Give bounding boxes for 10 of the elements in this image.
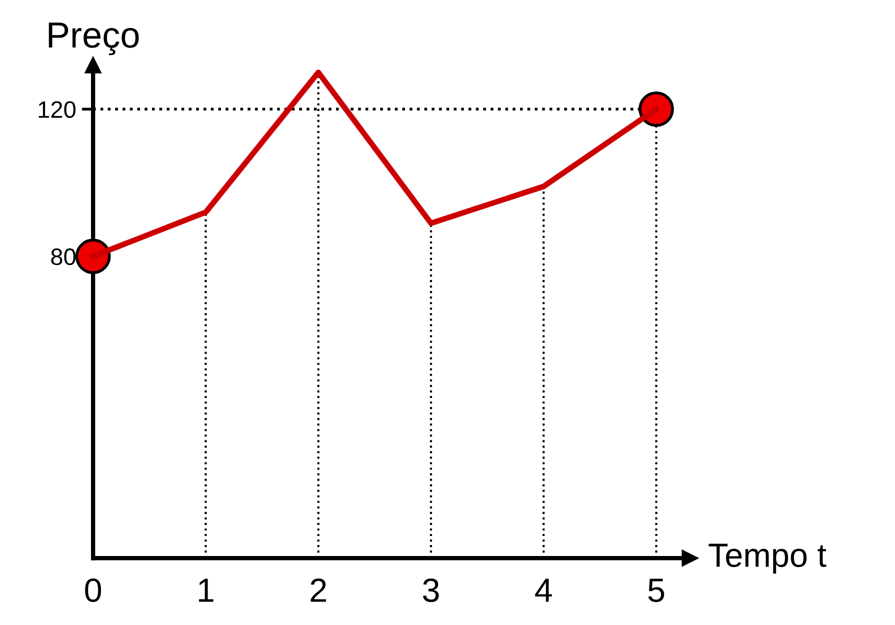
y-tick-label: 120 — [38, 101, 76, 118]
y-tick-label: 80 — [51, 248, 76, 266]
x-tick-label: 1 — [198, 578, 214, 602]
x-tick-label: 3 — [422, 578, 439, 602]
x-tick-label: 5 — [648, 578, 664, 602]
y-axis-title: Preço — [48, 22, 139, 56]
x-tick-label: 0 — [85, 578, 102, 602]
x-axis-title: Tempo t — [708, 544, 826, 574]
x-tick-label: 4 — [535, 578, 552, 602]
x-tick-label: 2 — [310, 578, 326, 602]
